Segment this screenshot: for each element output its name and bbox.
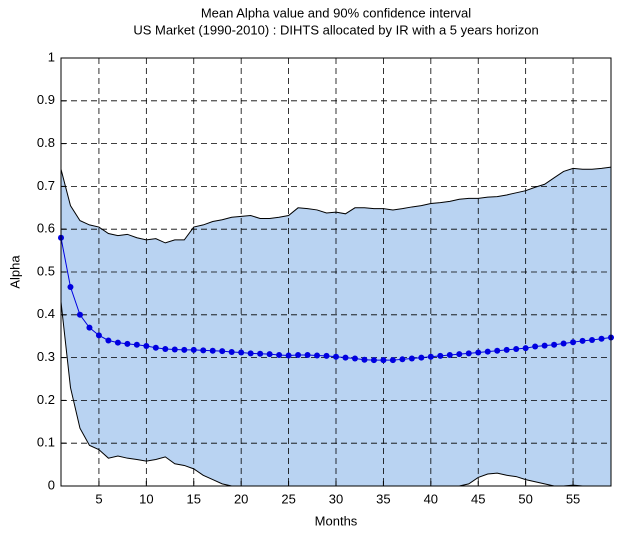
- mean-point: [143, 343, 150, 350]
- mean-point: [105, 337, 112, 344]
- y-tick-label: 0.9: [37, 92, 55, 107]
- x-tick-label: 5: [95, 491, 102, 506]
- x-tick-label: 30: [329, 491, 343, 506]
- mean-point: [247, 350, 254, 357]
- y-tick-label: 0.3: [37, 349, 55, 364]
- mean-point: [333, 353, 339, 360]
- mean-point: [114, 339, 121, 346]
- x-tick-label: 10: [139, 491, 153, 506]
- mean-point: [190, 346, 197, 353]
- mean-point: [285, 352, 292, 359]
- mean-point: [323, 352, 330, 359]
- mean-point: [171, 346, 178, 353]
- mean-point: [475, 349, 482, 356]
- mean-point: [418, 354, 425, 361]
- mean-point: [399, 356, 406, 363]
- mean-point: [494, 347, 501, 354]
- y-tick-label: 0.7: [37, 178, 55, 193]
- mean-point: [95, 332, 102, 339]
- mean-point: [370, 357, 377, 364]
- mean-point: [133, 341, 140, 348]
- chart-title: Mean Alpha value and 90% confidence inte…: [201, 5, 471, 20]
- mean-point: [342, 354, 349, 361]
- x-tick-label: 35: [376, 491, 390, 506]
- mean-point: [446, 352, 453, 359]
- mean-point: [86, 324, 93, 331]
- mean-point: [589, 337, 596, 344]
- mean-point: [389, 357, 396, 364]
- x-tick-label: 50: [518, 491, 532, 506]
- y-tick-label: 0.8: [37, 135, 55, 150]
- mean-point: [532, 343, 539, 350]
- mean-point: [579, 337, 586, 344]
- mean-point: [465, 350, 472, 357]
- y-axis-label: Alpha: [7, 255, 22, 289]
- mean-point: [67, 283, 74, 290]
- mean-point: [257, 350, 264, 357]
- mean-point: [598, 335, 605, 342]
- mean-point: [181, 346, 188, 353]
- mean-point: [152, 344, 159, 351]
- mean-point: [124, 340, 131, 347]
- x-tick-label: 15: [187, 491, 201, 506]
- mean-point: [513, 346, 520, 353]
- confidence-band: [61, 167, 611, 486]
- x-tick-label: 45: [471, 491, 485, 506]
- y-tick-label: 0: [48, 477, 55, 492]
- mean-point: [437, 352, 444, 359]
- mean-point: [456, 351, 463, 358]
- y-tick-label: 0.4: [37, 306, 55, 321]
- mean-point: [551, 341, 558, 348]
- mean-point: [351, 355, 358, 362]
- mean-point: [276, 352, 283, 359]
- x-axis-label: Months: [315, 513, 358, 528]
- mean-point: [380, 357, 387, 364]
- mean-point: [484, 348, 491, 355]
- mean-point: [304, 352, 311, 359]
- mean-point: [560, 340, 567, 347]
- mean-point: [503, 346, 510, 353]
- mean-point: [570, 339, 577, 346]
- mean-point: [266, 351, 273, 358]
- y-tick-label: 1: [48, 49, 55, 64]
- mean-point: [408, 355, 415, 362]
- mean-point: [238, 349, 245, 356]
- mean-point: [209, 347, 216, 354]
- y-tick-label: 0.2: [37, 392, 55, 407]
- x-tick-label: 25: [281, 491, 295, 506]
- mean-point: [541, 342, 548, 349]
- plot-frame: [60, 57, 612, 487]
- band-upper-line: [60, 166, 612, 244]
- y-tick-label: 0.5: [37, 263, 55, 278]
- mean-point: [200, 347, 207, 354]
- x-tick-label: 40: [424, 491, 438, 506]
- y-tick-label: 0.1: [37, 435, 55, 450]
- mean-point: [314, 352, 321, 359]
- mean-point: [76, 311, 83, 318]
- chart-subtitle: US Market (1990-2010) : DIHTS allocated …: [133, 22, 538, 37]
- y-tick-label: 0.6: [37, 221, 55, 236]
- mean-point: [295, 352, 302, 359]
- mean-point: [219, 348, 226, 355]
- x-tick-label: 20: [234, 491, 248, 506]
- x-tick-label: 55: [566, 491, 580, 506]
- mean-point: [361, 356, 368, 363]
- mean-point: [427, 353, 434, 360]
- mean-point: [162, 346, 169, 353]
- mean-point: [522, 345, 529, 352]
- mean-point: [228, 349, 235, 356]
